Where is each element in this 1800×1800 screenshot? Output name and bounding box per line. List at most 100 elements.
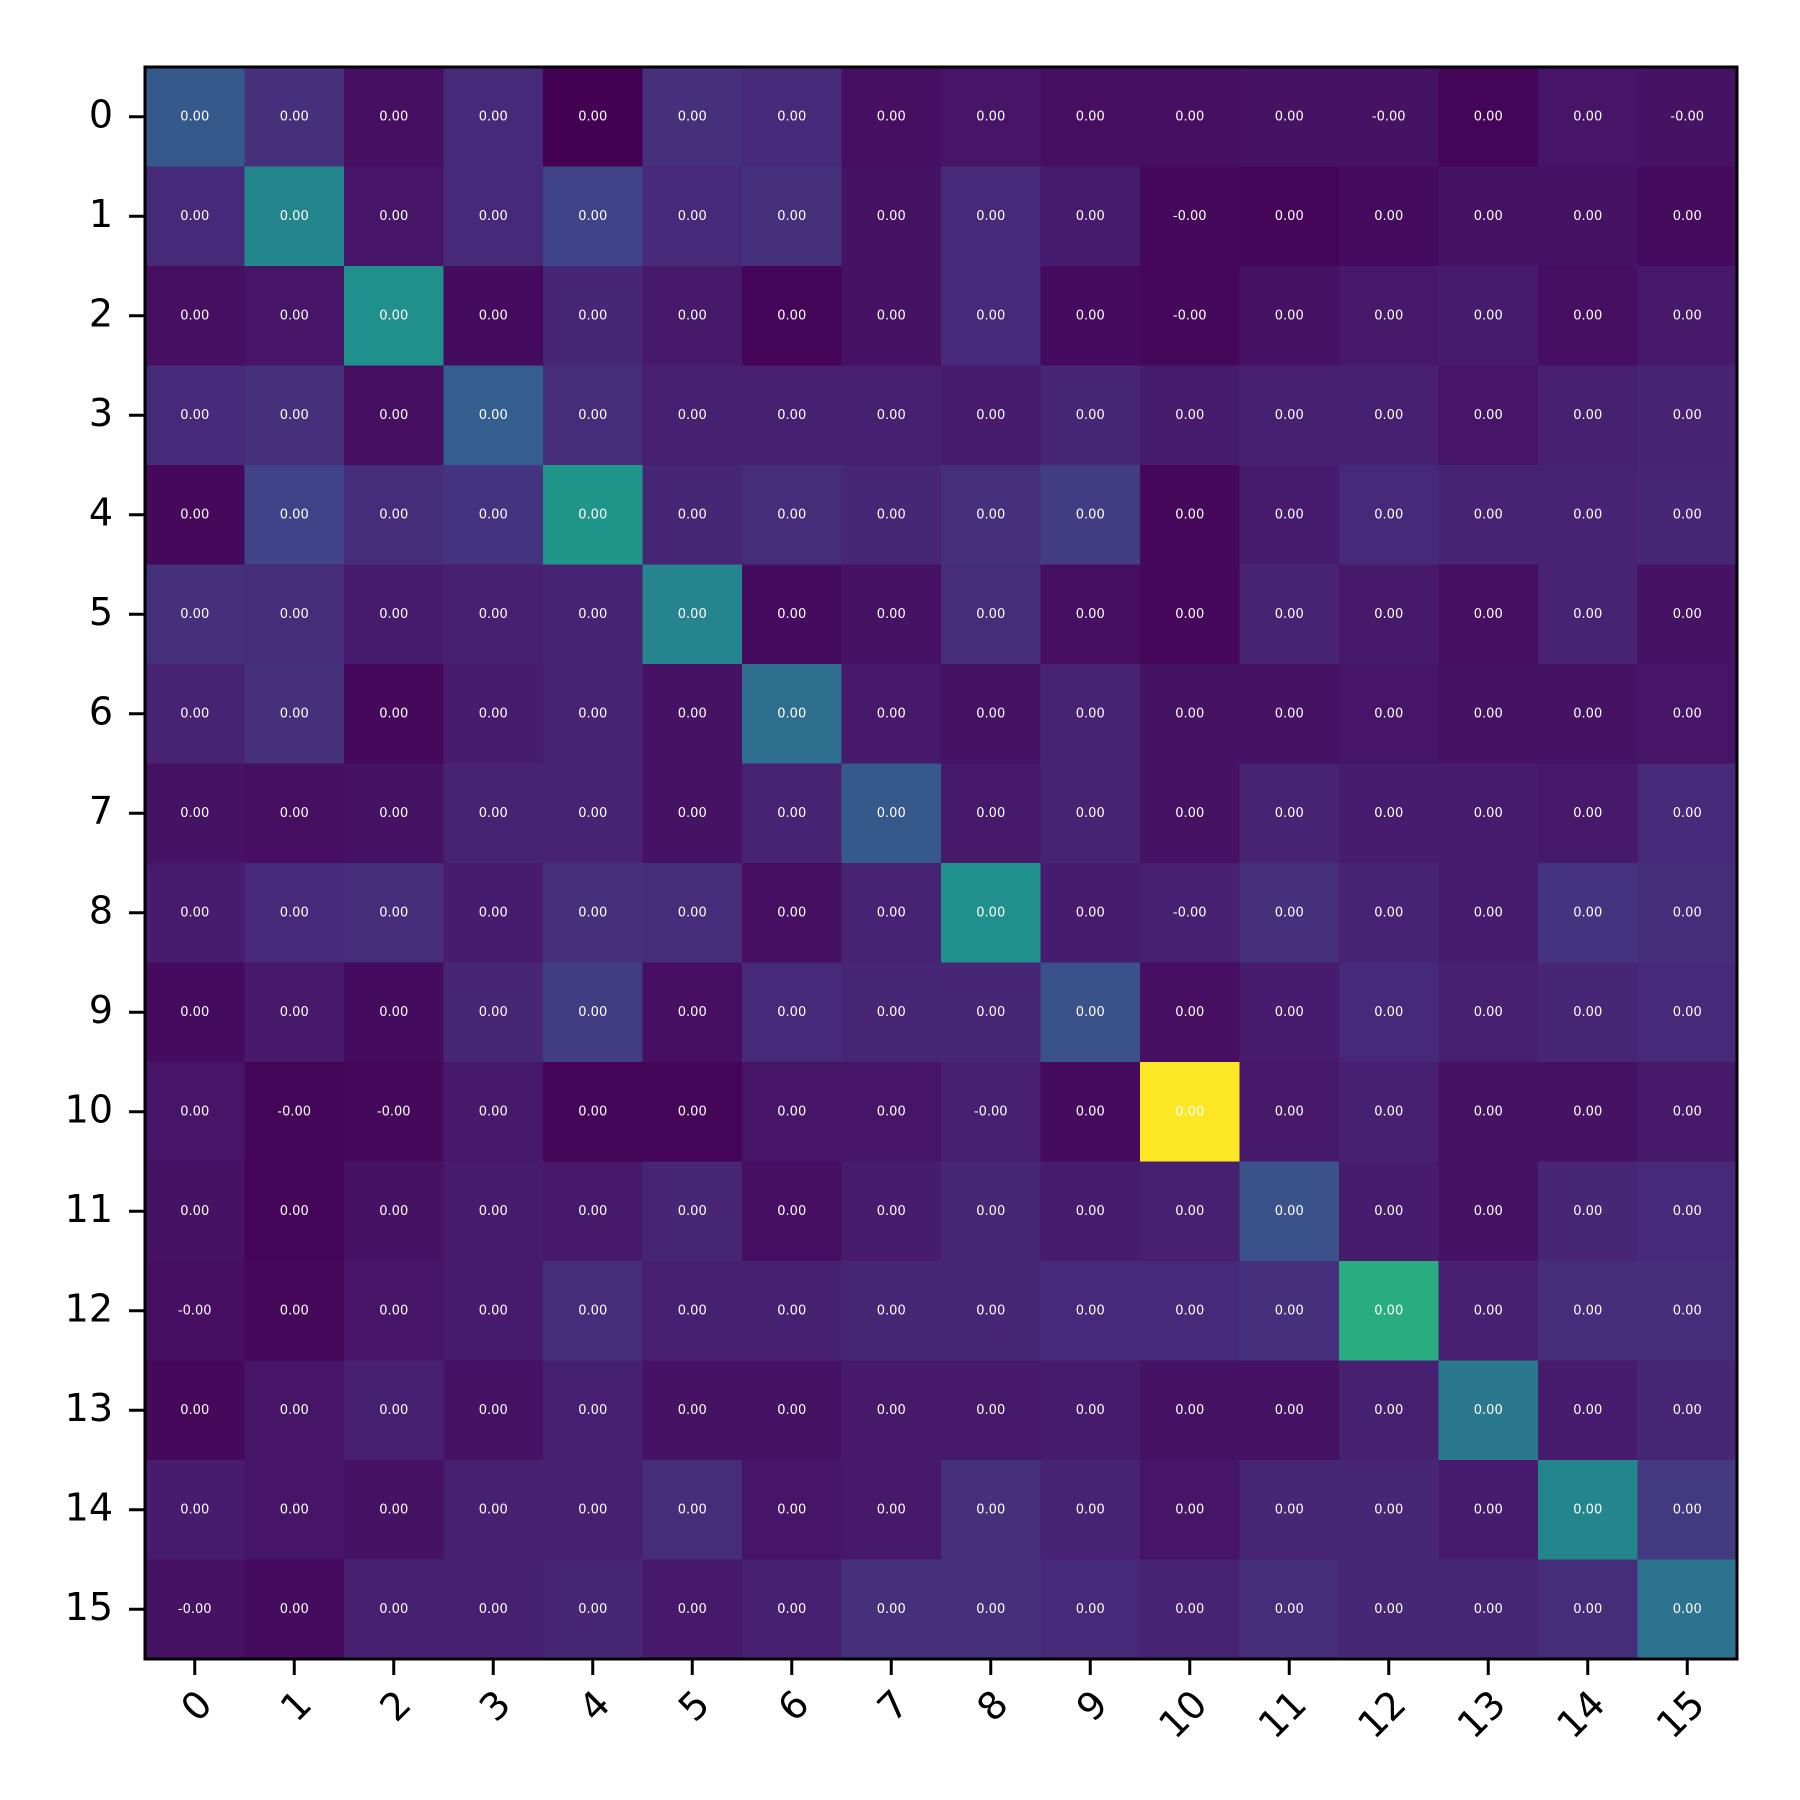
heatmap-cell-r3-c8 bbox=[941, 365, 1042, 466]
cell-label-r15-c13: 0.00 bbox=[1474, 1602, 1503, 1617]
heatmap-cell-r8-c10 bbox=[1140, 863, 1241, 964]
heatmap-cell-r8-c2 bbox=[344, 863, 445, 964]
heatmap-cell-r11-c5 bbox=[642, 1161, 743, 1262]
heatmap-cell-r3-c11 bbox=[1239, 365, 1340, 466]
heatmap-cell-r1-c15 bbox=[1637, 166, 1738, 267]
cell-label-r4-c14: 0.00 bbox=[1573, 507, 1602, 522]
heatmap-cell-r12-c9 bbox=[1040, 1261, 1141, 1362]
heatmap-cell-r11-c8 bbox=[941, 1161, 1042, 1262]
heatmap-cell-r13-c7 bbox=[841, 1360, 942, 1461]
heatmap-cell-r12-c3 bbox=[443, 1261, 544, 1362]
heatmap-cell-r14-c0 bbox=[145, 1460, 246, 1561]
cell-label-r12-c15: 0.00 bbox=[1673, 1303, 1702, 1318]
cell-label-r9-c15: 0.00 bbox=[1673, 1005, 1702, 1020]
heatmap-cell-r15-c4 bbox=[543, 1559, 644, 1660]
x-axis: 0 1 2 3 4 5 6 7 8 9 10 11 12 13 14 15 bbox=[172, 1659, 1713, 1747]
heatmap-cell-r6-c7 bbox=[841, 664, 942, 765]
cell-label-r2-c6: 0.00 bbox=[777, 308, 806, 323]
heatmap-cell-r5-c14 bbox=[1538, 564, 1639, 665]
cell-label-r4-c8: 0.00 bbox=[976, 507, 1005, 522]
heatmap-cell-r6-c10 bbox=[1140, 664, 1241, 765]
cell-label-r5-c11: 0.00 bbox=[1275, 607, 1304, 622]
heatmap-cell-r12-c11 bbox=[1239, 1261, 1340, 1362]
cell-label-r12-c9: 0.00 bbox=[1076, 1303, 1105, 1318]
heatmap-cell-r6-c14 bbox=[1538, 664, 1639, 765]
heatmap-cell-r8-c15 bbox=[1637, 863, 1738, 964]
cell-label-r8-c9: 0.00 bbox=[1076, 905, 1105, 920]
cell-label-r13-c0: 0.00 bbox=[180, 1403, 209, 1418]
cell-label-r7-c13: 0.00 bbox=[1474, 806, 1503, 821]
cell-label-r12-c14: 0.00 bbox=[1573, 1303, 1602, 1318]
heatmap-cell-r4-c4 bbox=[543, 465, 644, 566]
cell-label-r4-c0: 0.00 bbox=[180, 507, 209, 522]
cell-label-r3-c14: 0.00 bbox=[1573, 408, 1602, 423]
cell-label-r7-c1: 0.00 bbox=[280, 806, 309, 821]
heatmap-cell-r14-c5 bbox=[642, 1460, 743, 1561]
heatmap-cell-r4-c12 bbox=[1339, 465, 1440, 566]
cell-label-r8-c3: 0.00 bbox=[479, 905, 508, 920]
heatmap-cell-r14-c3 bbox=[443, 1460, 544, 1561]
heatmap-cell-r1-c1 bbox=[244, 166, 345, 267]
heatmap-cell-r0-c5 bbox=[642, 67, 743, 168]
heatmap-cell-r7-c13 bbox=[1438, 763, 1539, 864]
cell-label-r15-c0: -0.00 bbox=[178, 1602, 212, 1617]
heatmap-cell-r9-c5 bbox=[642, 962, 743, 1063]
heatmap-cell-r8-c8 bbox=[941, 863, 1042, 964]
heatmap-cell-r11-c15 bbox=[1637, 1161, 1738, 1262]
cell-label-r5-c14: 0.00 bbox=[1573, 607, 1602, 622]
heatmap-cell-r7-c8 bbox=[941, 763, 1042, 864]
heatmap-cell-r8-c14 bbox=[1538, 863, 1639, 964]
cell-label-r11-c1: 0.00 bbox=[280, 1204, 309, 1219]
heatmap-cell-r3-c6 bbox=[742, 365, 843, 466]
cell-label-r6-c6: 0.00 bbox=[777, 706, 806, 721]
cell-label-r8-c4: 0.00 bbox=[578, 905, 607, 920]
cell-label-r3-c8: 0.00 bbox=[976, 408, 1005, 423]
heatmap-cell-r4-c13 bbox=[1438, 465, 1539, 566]
cell-label-r13-c8: 0.00 bbox=[976, 1403, 1005, 1418]
heatmap-cell-r9-c12 bbox=[1339, 962, 1440, 1063]
cell-label-r4-c15: 0.00 bbox=[1673, 507, 1702, 522]
heatmap-cell-r10-c8 bbox=[941, 1062, 1042, 1163]
cell-label-r14-c14: 0.00 bbox=[1573, 1502, 1602, 1517]
cell-label-r10-c3: 0.00 bbox=[479, 1104, 508, 1119]
heatmap-cell-r0-c10 bbox=[1140, 67, 1241, 168]
cell-label-r6-c0: 0.00 bbox=[180, 706, 209, 721]
cell-label-r9-c4: 0.00 bbox=[578, 1005, 607, 1020]
y-tick-label-3: 3 bbox=[89, 391, 113, 435]
cell-label-r13-c10: 0.00 bbox=[1175, 1403, 1204, 1418]
cell-label-r2-c10: -0.00 bbox=[1173, 308, 1207, 323]
cell-label-r9-c6: 0.00 bbox=[777, 1005, 806, 1020]
cell-label-r7-c6: 0.00 bbox=[777, 806, 806, 821]
heatmap-cell-r5-c1 bbox=[244, 564, 345, 665]
heatmap-cell-r10-c15 bbox=[1637, 1062, 1738, 1163]
cell-label-r14-c9: 0.00 bbox=[1076, 1502, 1105, 1517]
cell-label-r11-c3: 0.00 bbox=[479, 1204, 508, 1219]
heatmap-cell-r4-c9 bbox=[1040, 465, 1141, 566]
heatmap-cell-r8-c13 bbox=[1438, 863, 1539, 964]
y-tick-label-14: 14 bbox=[65, 1485, 113, 1529]
heatmap-cell-labels: 0.00 0.00 0.00 0.00 0.00 0.00 0.00 0.00 0.00 0.00… bbox=[178, 109, 1704, 1617]
cell-label-r13-c7: 0.00 bbox=[877, 1403, 906, 1418]
cell-label-r1-c3: 0.00 bbox=[479, 209, 508, 224]
heatmap-cell-r13-c8 bbox=[941, 1360, 1042, 1461]
cell-label-r4-c5: 0.00 bbox=[678, 507, 707, 522]
cell-label-r14-c4: 0.00 bbox=[578, 1502, 607, 1517]
heatmap-cell-r8-c9 bbox=[1040, 863, 1141, 964]
heatmap-cell-r13-c0 bbox=[145, 1360, 246, 1461]
cell-label-r0-c12: -0.00 bbox=[1372, 109, 1406, 124]
heatmap-cell-r0-c12 bbox=[1339, 67, 1440, 168]
heatmap-cell-r12-c6 bbox=[742, 1261, 843, 1362]
heatmap-cell-r14-c11 bbox=[1239, 1460, 1340, 1561]
cell-label-r6-c4: 0.00 bbox=[578, 706, 607, 721]
heatmap-cell-r3-c10 bbox=[1140, 365, 1241, 466]
cell-label-r3-c10: 0.00 bbox=[1175, 408, 1204, 423]
x-tick-label-7: 7 bbox=[869, 1682, 917, 1730]
heatmap-cell-r12-c5 bbox=[642, 1261, 743, 1362]
cell-label-r9-c1: 0.00 bbox=[280, 1005, 309, 1020]
cell-label-r9-c7: 0.00 bbox=[877, 1005, 906, 1020]
heatmap-cell-r14-c10 bbox=[1140, 1460, 1241, 1561]
cell-label-r10-c11: 0.00 bbox=[1275, 1104, 1304, 1119]
heatmap-cell-r5-c12 bbox=[1339, 564, 1440, 665]
cell-label-r9-c14: 0.00 bbox=[1573, 1005, 1602, 1020]
cell-label-r3-c12: 0.00 bbox=[1374, 408, 1403, 423]
